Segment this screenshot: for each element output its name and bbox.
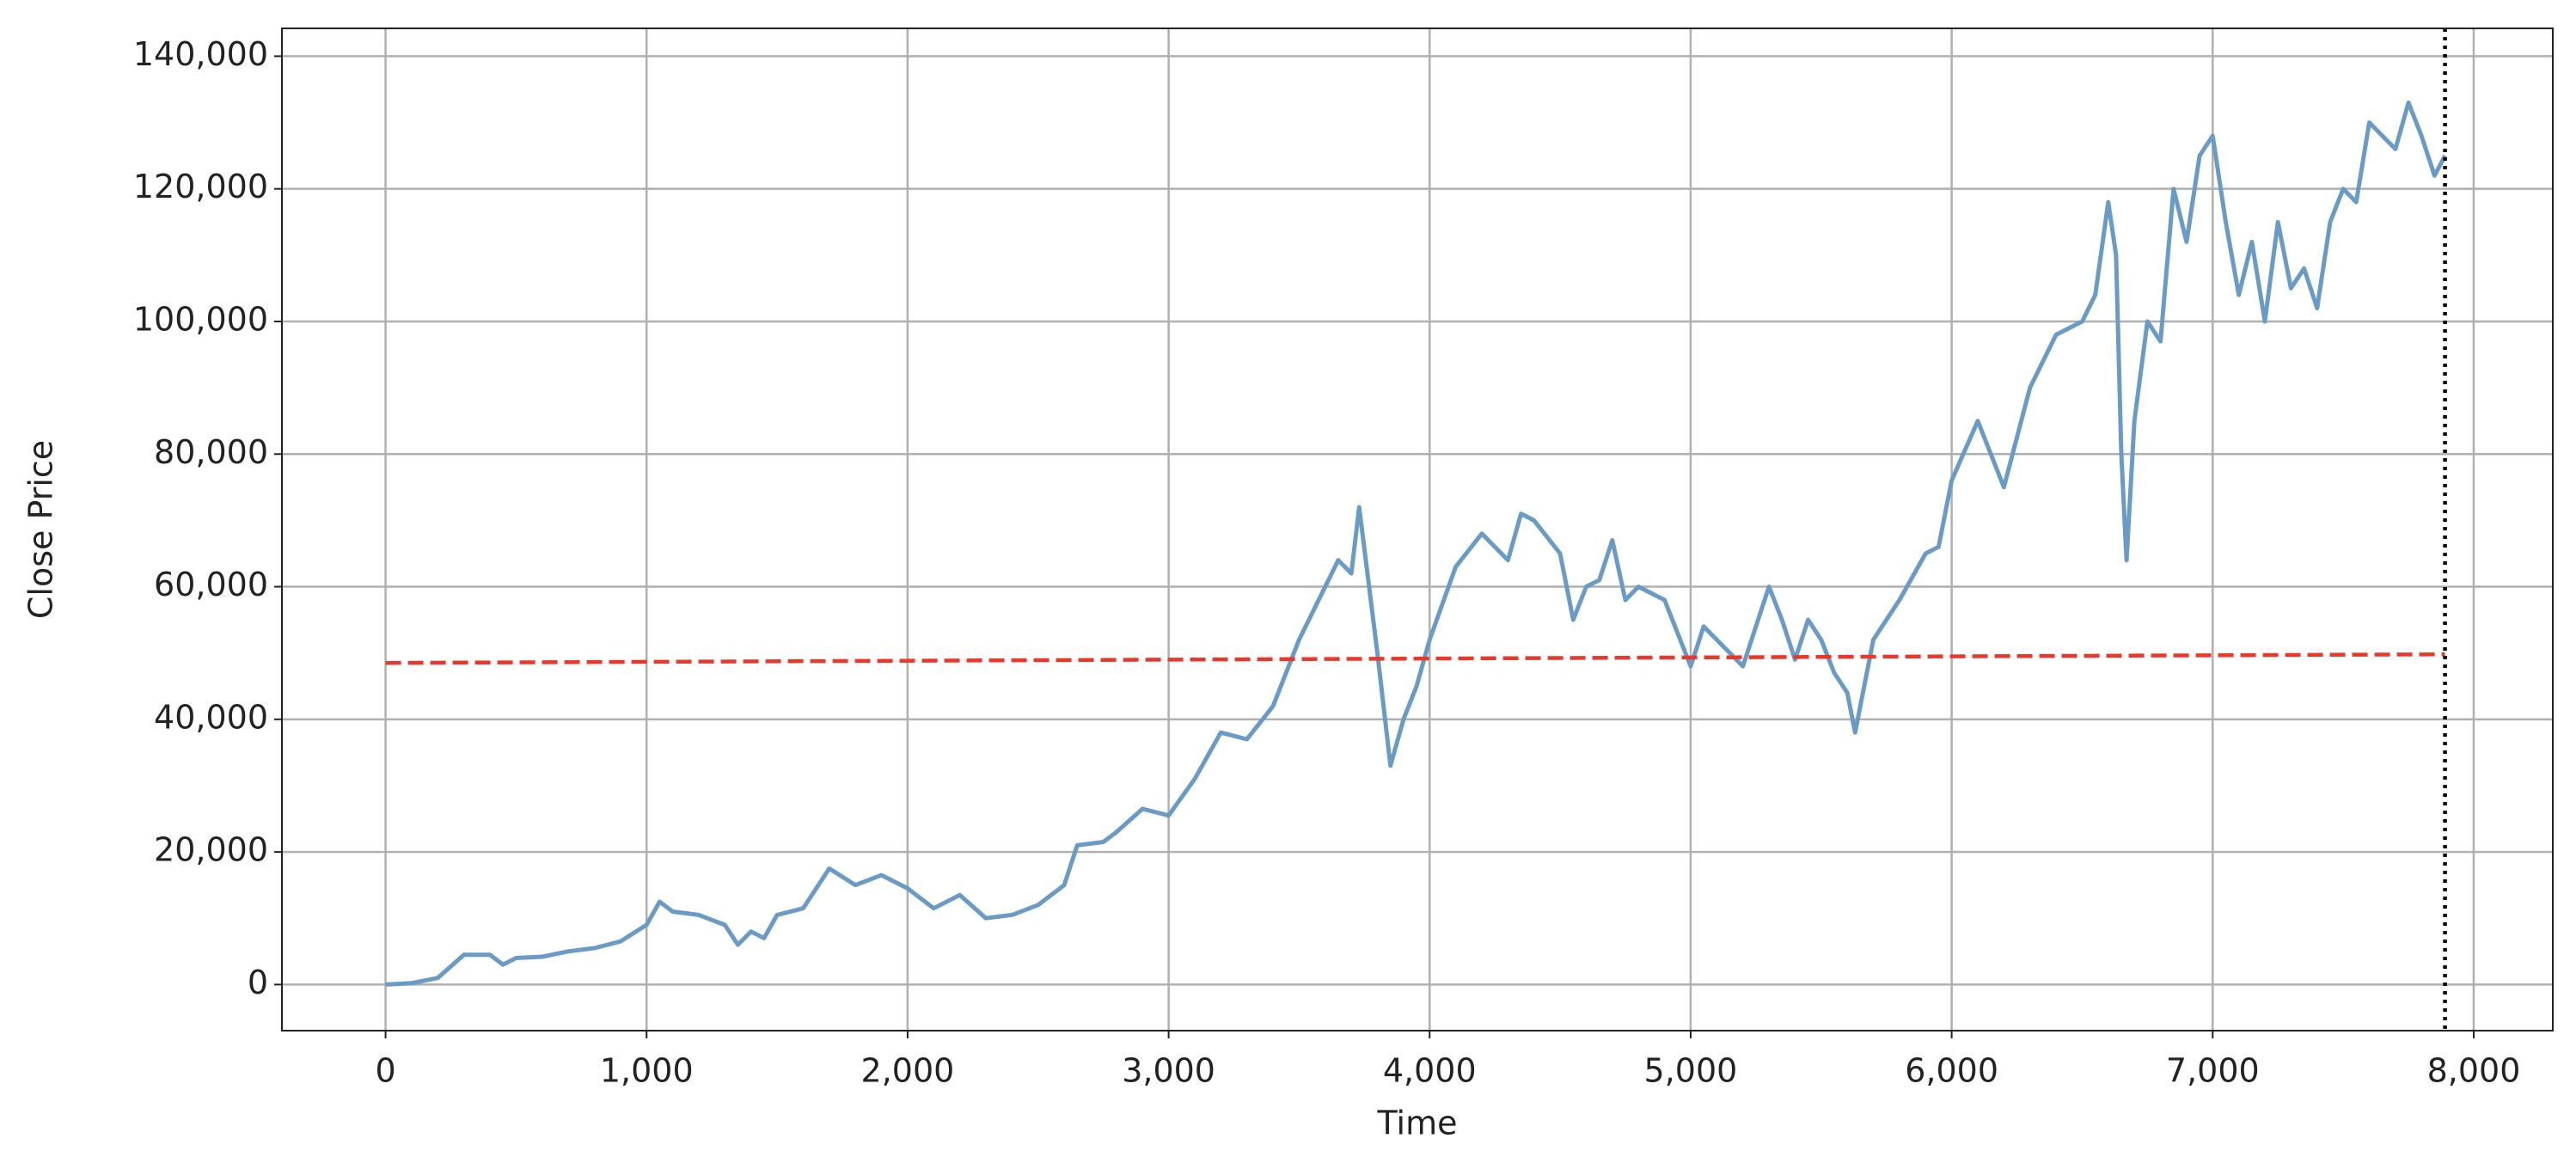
line-series xyxy=(385,100,2447,987)
y-tick-label: 140,000 xyxy=(133,35,268,73)
x-tick-label: 4,000 xyxy=(1383,1052,1477,1090)
x-tick-label: 8,000 xyxy=(2427,1052,2521,1090)
y-tick-label: 100,000 xyxy=(133,300,268,338)
x-tick-label: 6,000 xyxy=(1905,1052,1998,1090)
x-axis-label: Time xyxy=(1377,1105,1458,1142)
x-tick-label: 5,000 xyxy=(1644,1052,1738,1090)
x-tick-label: 1,000 xyxy=(600,1052,694,1090)
y-tick-label: 120,000 xyxy=(133,168,268,205)
y-tick-label: 20,000 xyxy=(154,831,268,869)
x-tick-label: 0 xyxy=(375,1052,395,1090)
plot-frame xyxy=(281,28,2554,1032)
x-tick-label: 7,000 xyxy=(2166,1052,2260,1090)
x-tick-label: 3,000 xyxy=(1122,1052,1215,1090)
y-tick-label: 0 xyxy=(248,964,268,1001)
x-tick-label: 2,000 xyxy=(861,1052,955,1090)
y-axis-label: Close Price xyxy=(22,440,60,619)
line-series xyxy=(385,652,2445,665)
y-tick-label: 80,000 xyxy=(154,433,268,471)
y-tick-label: 60,000 xyxy=(154,566,268,603)
y-tick-label: 40,000 xyxy=(154,698,268,736)
